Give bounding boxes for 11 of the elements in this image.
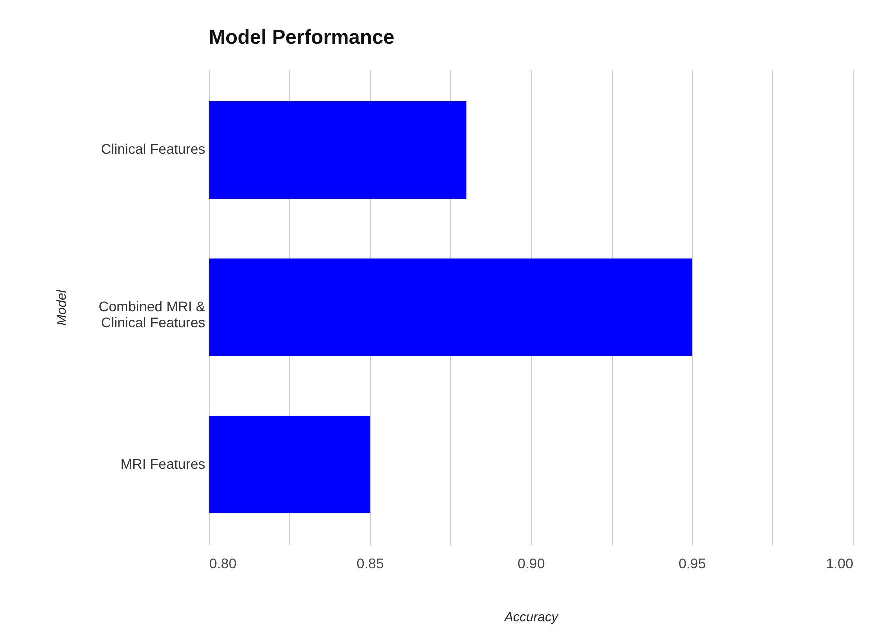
y-tick-label: Combined MRI & Clinical Features (98, 298, 206, 330)
chart-title: Model Performance (209, 27, 395, 49)
x-tick-label: 0.95 (678, 556, 706, 572)
x-tick-label: 1.00 (826, 556, 854, 572)
x-axis-title: Accuracy (504, 610, 560, 624)
x-tick-label: 0.90 (518, 556, 546, 572)
x-tick-label: 0.85 (356, 556, 384, 572)
x-tick-label: 0.80 (210, 556, 237, 572)
y-tick-label: MRI Features (120, 456, 206, 472)
y-tick-label: Clinical Features (101, 141, 206, 158)
y-axis-title: Model (54, 289, 69, 326)
